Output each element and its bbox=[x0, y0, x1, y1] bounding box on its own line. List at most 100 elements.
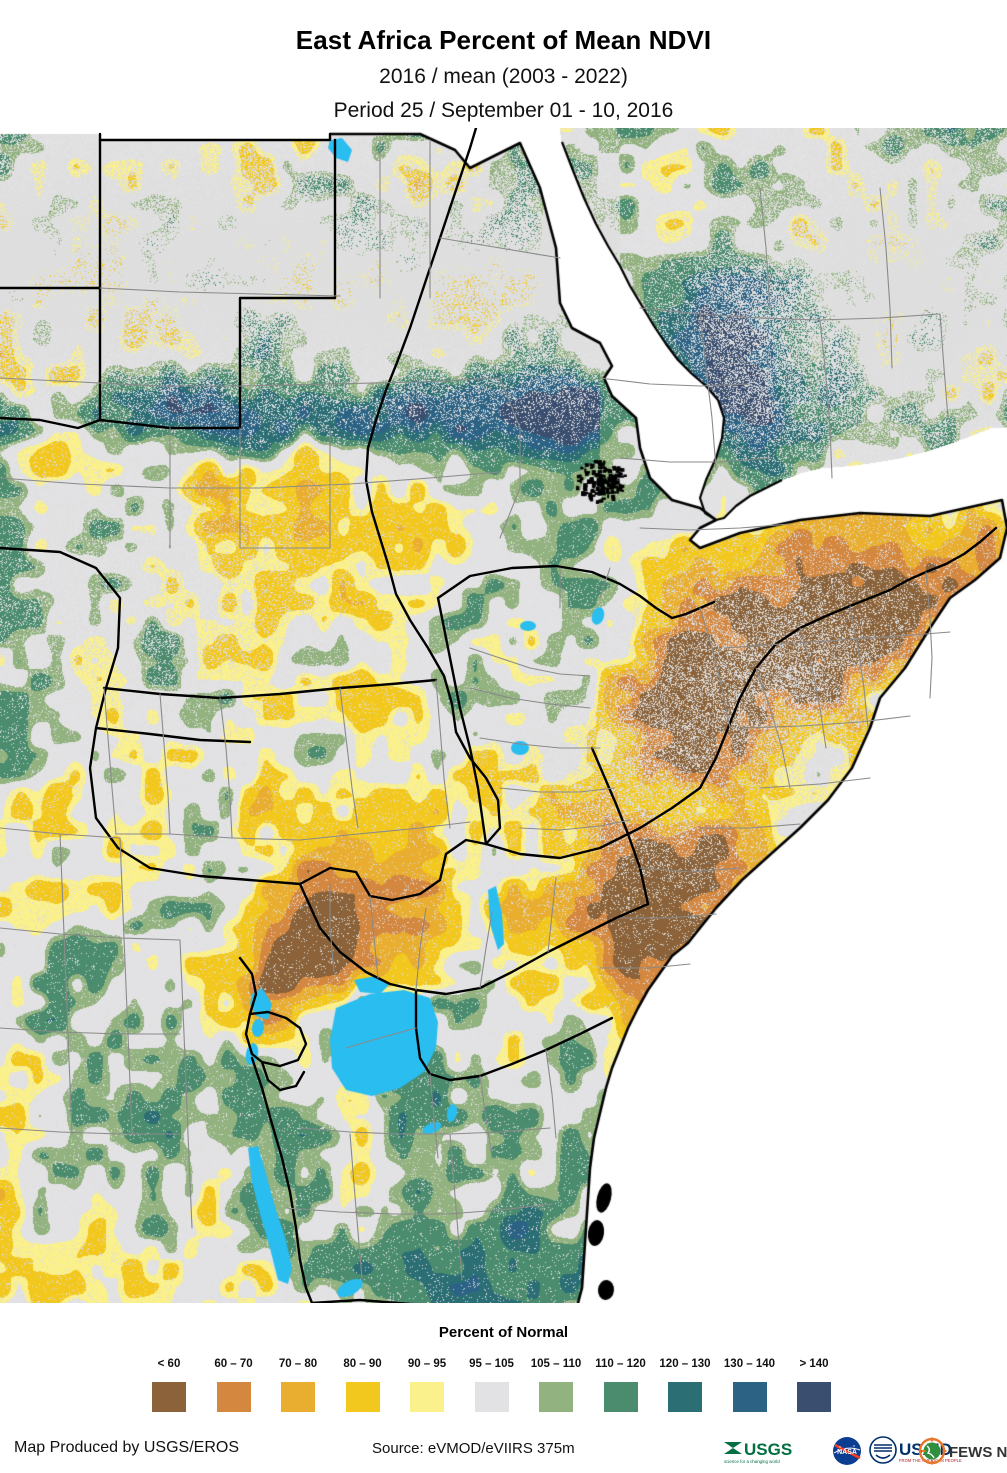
boundary-line bbox=[0, 1127, 181, 1135]
footer-credit: Map Produced by USGS/EROS bbox=[14, 1439, 239, 1456]
boundary-line bbox=[499, 377, 521, 539]
boundary-line bbox=[759, 777, 871, 789]
boundary-line bbox=[345, 1027, 417, 1049]
boundary-line bbox=[449, 1133, 463, 1281]
legend-item: > 140 bbox=[771, 1358, 857, 1412]
boundary-line bbox=[0, 546, 302, 886]
boundary-line bbox=[639, 523, 791, 531]
map-subtitle-date: Period 25 / September 01 - 10, 2016 bbox=[333, 99, 674, 122]
boundary-line bbox=[639, 867, 741, 873]
boundary-line bbox=[699, 313, 717, 469]
map-subtitle-period-range: 2016 / mean (2003 - 2022) bbox=[379, 65, 628, 88]
boundary-line bbox=[924, 526, 998, 574]
boundary-line bbox=[0, 1027, 181, 1035]
legend-item-swatch bbox=[668, 1381, 702, 1412]
boundary-line bbox=[439, 237, 561, 259]
legend-item-swatch bbox=[410, 1381, 444, 1412]
legend-item-label: 130 – 140 bbox=[723, 1358, 776, 1370]
legend-item-label: 110 – 120 bbox=[595, 1358, 646, 1370]
boundary-line bbox=[219, 697, 233, 839]
boundary-line bbox=[329, 883, 335, 973]
boundary-line bbox=[285, 1203, 553, 1215]
boundary-line bbox=[469, 687, 591, 709]
boundary-line bbox=[369, 895, 379, 979]
legend-item-label: 105 – 110 bbox=[530, 1358, 582, 1370]
boundary-line bbox=[849, 605, 869, 729]
boundary-line bbox=[479, 1075, 493, 1159]
legend-item: 120 – 130 bbox=[642, 1358, 728, 1412]
legend-item-label: 90 – 95 bbox=[407, 1358, 447, 1370]
boundary-line bbox=[414, 988, 614, 1082]
legend-item: 60 – 70 bbox=[191, 1358, 277, 1412]
boundary-line bbox=[436, 564, 674, 620]
boundary-line bbox=[739, 715, 911, 729]
boundary-line bbox=[484, 604, 852, 860]
boundary-line bbox=[619, 457, 771, 463]
legend-item-swatch bbox=[216, 1381, 251, 1412]
boundary-line bbox=[479, 911, 493, 989]
boundary-line bbox=[119, 837, 133, 1135]
svg-text:FEWS NET: FEWS NET bbox=[949, 1444, 1007, 1461]
boundary-line bbox=[435, 679, 451, 829]
boundary-line bbox=[755, 667, 791, 789]
boundary-line bbox=[179, 939, 193, 1229]
legend-item-label: 80 – 90 bbox=[343, 1358, 382, 1370]
usgs-logo: USGS science for a changing world bbox=[722, 1434, 826, 1468]
legend-item: 105 – 110 bbox=[513, 1358, 599, 1412]
map-boundaries-layer bbox=[0, 128, 998, 1303]
boundary-line bbox=[499, 787, 615, 793]
boundary-line bbox=[159, 693, 171, 835]
legend-item-label: > 140 bbox=[799, 1358, 829, 1370]
legend-title: Percent of Normal bbox=[438, 1324, 569, 1341]
boundary-line bbox=[298, 838, 488, 902]
boundary-line bbox=[94, 726, 252, 744]
boundary-line bbox=[0, 927, 181, 941]
boundary-line bbox=[519, 819, 631, 831]
boundary-line bbox=[545, 1049, 557, 1139]
boundary-line bbox=[248, 1010, 308, 1068]
footer: Map Produced by USGS/EROS Source: eVMOD/… bbox=[0, 1432, 1007, 1473]
legend-item-swatch bbox=[281, 1381, 315, 1412]
legend-scale: < 60 60 – 70 70 – 80 80 – 90 90 – 95 95 – 105… bbox=[0, 1358, 1007, 1431]
boundary-line bbox=[848, 570, 928, 608]
legend-item: 70 – 80 bbox=[255, 1358, 341, 1412]
boundary-line bbox=[436, 596, 488, 846]
legend-item-label: 95 – 105 bbox=[469, 1358, 514, 1370]
boundary-line bbox=[599, 377, 751, 387]
boundary-line bbox=[260, 1060, 306, 1092]
boundary-line bbox=[298, 882, 418, 992]
boundary-line bbox=[102, 678, 438, 700]
legend-item-swatch bbox=[152, 1381, 186, 1412]
boundary-line bbox=[415, 907, 427, 991]
boundary-line bbox=[547, 877, 557, 953]
boundary-line bbox=[639, 307, 941, 321]
ndvi-raster-layer bbox=[0, 128, 1007, 1303]
boundary-line bbox=[310, 1298, 416, 1303]
svg-text:NASA: NASA bbox=[837, 1449, 857, 1456]
legend-item-label: 60 – 70 bbox=[214, 1358, 253, 1370]
svg-text:FROM THE AMERICAN PEOPLE: FROM THE AMERICAN PEOPLE bbox=[899, 1458, 962, 1463]
legend-item: 110 – 120 bbox=[578, 1358, 664, 1412]
boundary-line bbox=[925, 571, 933, 699]
boundary-line bbox=[599, 567, 611, 599]
legend-item: 90 – 95 bbox=[384, 1358, 470, 1412]
boundary-line bbox=[103, 687, 117, 835]
legend-item-label: 70 – 80 bbox=[278, 1358, 318, 1370]
legend-item-swatch bbox=[345, 1381, 380, 1412]
boundary-line bbox=[469, 647, 591, 677]
boundary-line bbox=[238, 956, 258, 1056]
boundary-line bbox=[799, 627, 827, 749]
boundary-line bbox=[250, 1056, 314, 1303]
boundary-line bbox=[98, 296, 337, 430]
fews-net-logo: FEWS NET bbox=[918, 1434, 1007, 1468]
boundary-line bbox=[670, 600, 716, 620]
map-viewport[interactable] bbox=[0, 128, 1007, 1303]
legend-item-swatch bbox=[539, 1381, 573, 1412]
boundary-line bbox=[619, 913, 717, 919]
legend-item: 130 – 140 bbox=[707, 1358, 793, 1412]
boundary-line bbox=[364, 128, 502, 846]
legend-item: 80 – 90 bbox=[320, 1358, 406, 1412]
boundary-line bbox=[699, 607, 731, 729]
boundary-line bbox=[723, 631, 951, 649]
